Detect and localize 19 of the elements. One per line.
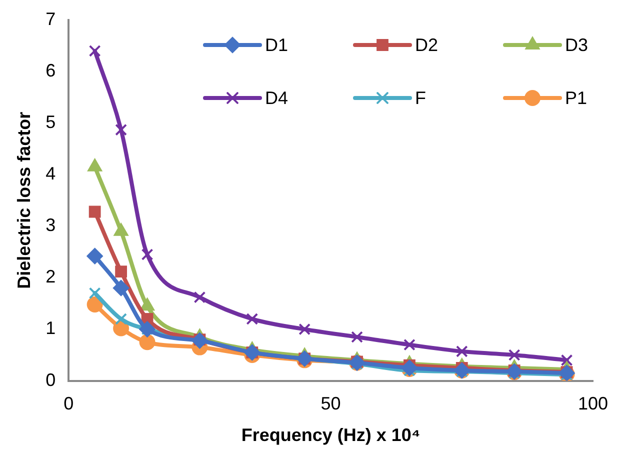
x-axis-title: Frequency (Hz) x 10⁴ <box>241 425 420 446</box>
y-tick-label: 5 <box>46 112 56 132</box>
y-tick-label: 4 <box>46 164 56 184</box>
y-tick-label: 7 <box>46 8 56 29</box>
y-tick-label: 6 <box>46 60 56 81</box>
x-tick-label: 100 <box>578 394 608 414</box>
legend-label: D3 <box>565 34 588 55</box>
y-tick-label: 3 <box>46 215 56 236</box>
y-axis-title: Dielectric loss factor <box>14 112 34 289</box>
legend-label: P1 <box>565 88 588 108</box>
y-tick-label: 1 <box>46 318 56 338</box>
x-tick-label: 0 <box>64 394 74 414</box>
legend-label: D1 <box>265 34 288 55</box>
y-tick-label: 2 <box>46 266 56 287</box>
legend-label: D2 <box>415 34 438 55</box>
legend-label: D4 <box>265 88 288 108</box>
legend-label: F <box>415 88 426 108</box>
x-tick-label: 50 <box>320 394 341 414</box>
y-tick-label: 0 <box>46 370 56 390</box>
